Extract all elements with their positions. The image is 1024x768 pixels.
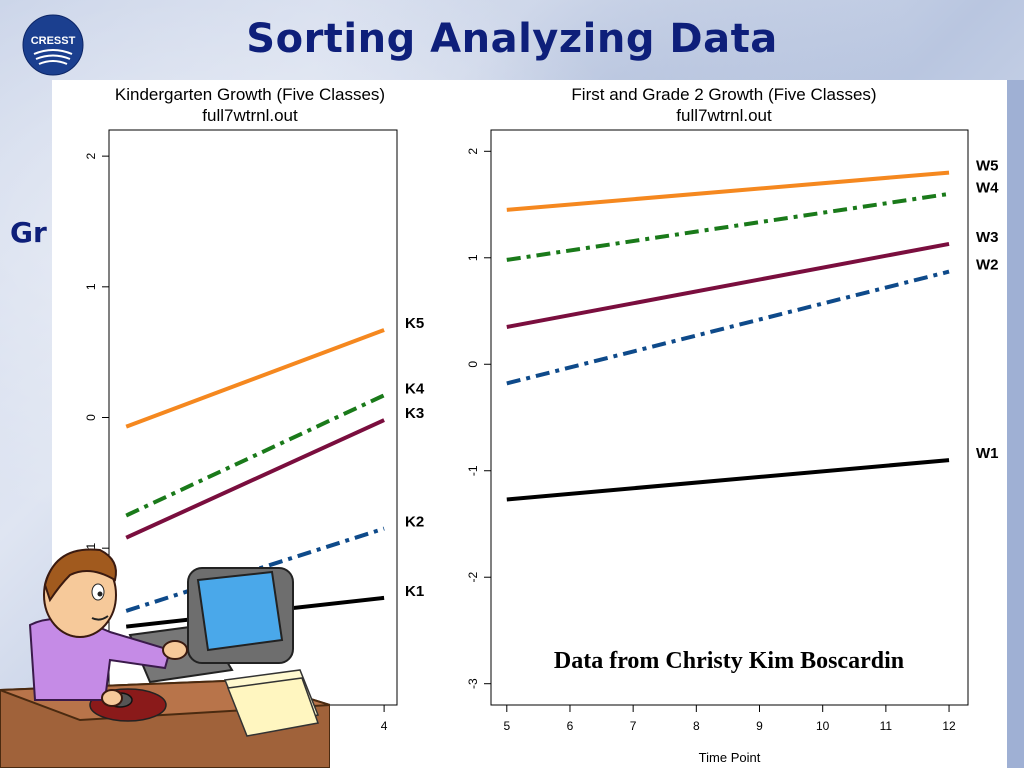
y-tick-label: 1 [84,283,98,290]
chart-subtitle: full7wtrnl.out [202,106,298,125]
x-tick-label: 6 [567,719,574,733]
y-tick-label: 2 [84,152,98,159]
x-tick-label: 12 [942,719,956,733]
x-tick-label: 11 [880,719,893,733]
y-tick-label: 0 [84,414,98,421]
y-tick-label: 2 [466,148,480,155]
logo-text: CRESST [31,35,76,47]
x-axis-label: Time Point [699,750,761,765]
series-label-w3: W3 [976,229,999,246]
slide-title: Sorting Analyzing Data [246,16,778,62]
data-source-caption: Data from Christy Kim Boscardin [553,648,905,674]
series-label-k4: K4 [405,380,425,397]
series-label-w4: W4 [976,180,999,197]
series-label-w1: W1 [976,445,999,462]
x-tick-label: 10 [816,719,830,733]
series-line-k5 [125,328,385,429]
chart-1: Kindergarten Growth (Five Classes) full7w… [84,85,425,733]
series-label-w5: W5 [976,158,999,175]
series-label-k5: K5 [405,315,424,332]
series-line-k3 [125,418,385,540]
x-tick-label: 9 [756,719,763,733]
x-tick-label: 7 [630,719,637,733]
y-tick-label: -3 [466,678,480,689]
chart-2: First and Grade 2 Growth (Five Classes) f… [466,85,999,765]
y-tick-label: -2 [466,572,480,583]
plot-frame [490,129,969,706]
y-tick-label: -1 [84,543,98,554]
series-line-w5 [506,170,950,212]
person-at-computer-clipart [0,548,330,768]
chart-subtitle: full7wtrnl.out [676,106,772,125]
x-tick-label: 5 [503,719,510,733]
series-label-k2: K2 [405,514,424,531]
series-line-k4 [125,393,385,518]
series-line-w2 [506,269,950,386]
series-label-w2: W2 [976,257,999,274]
chart-title: First and Grade 2 Growth (Five Classes) [571,85,876,104]
series-line-w4 [506,191,950,262]
slide-side-bar [1007,80,1024,768]
series-label-k3: K3 [405,405,424,422]
y-tick-label: 1 [466,254,480,261]
x-tick-label: 8 [693,719,700,733]
partial-heading-text: Gr [10,216,47,249]
y-tick-label: -1 [466,465,480,476]
series-label-k1: K1 [405,583,424,600]
series-line-w1 [506,458,950,502]
series-line-w3 [506,241,950,329]
chart-title: Kindergarten Growth (Five Classes) [115,85,385,104]
y-tick-label: 0 [466,361,480,368]
x-tick-label: 4 [381,719,388,733]
cresst-logo: CRESST [22,14,84,76]
